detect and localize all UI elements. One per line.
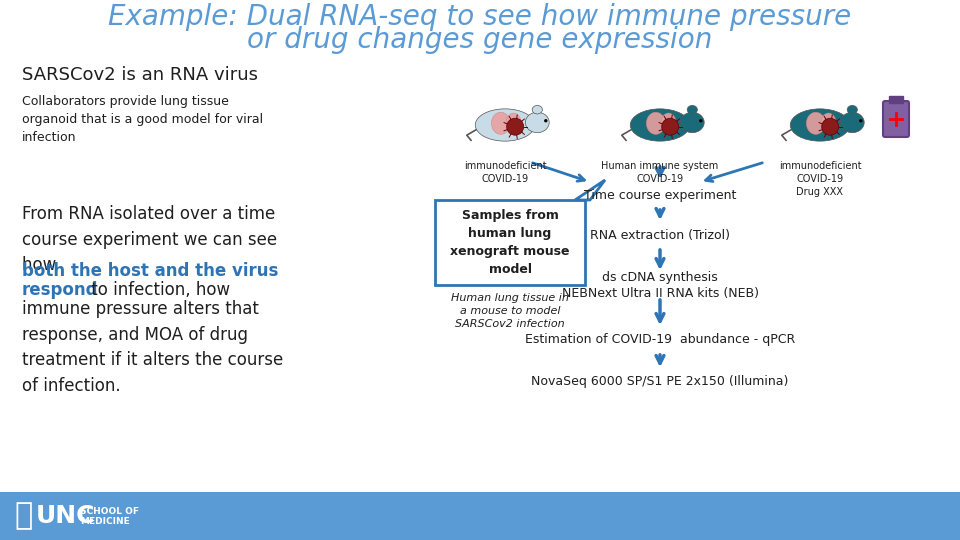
Ellipse shape <box>525 112 549 133</box>
Bar <box>0 492 960 540</box>
Circle shape <box>507 118 524 135</box>
Ellipse shape <box>660 113 676 133</box>
Ellipse shape <box>806 112 825 134</box>
Ellipse shape <box>681 112 705 133</box>
Text: ⓘ: ⓘ <box>14 502 33 530</box>
Text: Collaborators provide lung tissue
organoid that is a good model for viral
infect: Collaborators provide lung tissue organo… <box>22 95 263 144</box>
Text: both the host and the virus: both the host and the virus <box>22 262 278 280</box>
Circle shape <box>661 118 679 135</box>
Bar <box>435 200 585 285</box>
Text: Example: Dual RNA-seq to see how immune pressure: Example: Dual RNA-seq to see how immune … <box>108 3 852 31</box>
Circle shape <box>822 118 839 135</box>
Ellipse shape <box>847 105 857 114</box>
Circle shape <box>544 119 547 123</box>
Text: ds cDNA synthesis
NEBNext Ultra II RNA kits (NEB): ds cDNA synthesis NEBNext Ultra II RNA k… <box>562 271 758 300</box>
Polygon shape <box>575 180 605 200</box>
Circle shape <box>859 119 862 123</box>
Circle shape <box>699 119 703 123</box>
Text: Time course experiment: Time course experiment <box>584 188 736 201</box>
Ellipse shape <box>687 105 697 114</box>
FancyBboxPatch shape <box>883 101 909 137</box>
Text: From RNA isolated over a time
course experiment we can see
how: From RNA isolated over a time course exp… <box>22 205 277 274</box>
Ellipse shape <box>506 113 521 133</box>
Text: RNA extraction (Trizol): RNA extraction (Trizol) <box>590 228 730 241</box>
Text: SCHOOL OF: SCHOOL OF <box>80 507 139 516</box>
Ellipse shape <box>631 109 689 141</box>
Ellipse shape <box>646 112 665 134</box>
Text: Human lung tissue in
a mouse to model
SARSCov2 infection: Human lung tissue in a mouse to model SA… <box>451 293 569 329</box>
Text: to infection, how: to infection, how <box>86 281 230 299</box>
Text: Estimation of COVID-19  abundance - qPCR: Estimation of COVID-19 abundance - qPCR <box>525 334 795 347</box>
Text: NovaSeq 6000 SP/S1 PE 2x150 (Illumina): NovaSeq 6000 SP/S1 PE 2x150 (Illumina) <box>531 375 789 388</box>
Text: Samples from
human lung
xenograft mouse
model: Samples from human lung xenograft mouse … <box>450 209 569 276</box>
Text: UNC: UNC <box>36 504 95 528</box>
Ellipse shape <box>532 105 542 114</box>
Bar <box>889 96 903 103</box>
Ellipse shape <box>821 113 836 133</box>
Text: or drug changes gene expression: or drug changes gene expression <box>248 26 712 54</box>
Text: MEDICINE: MEDICINE <box>80 516 130 525</box>
Text: respond: respond <box>22 281 99 299</box>
Ellipse shape <box>492 112 510 134</box>
Text: immune pressure alters that
response, and MOA of drug
treatment if it alters the: immune pressure alters that response, an… <box>22 300 283 395</box>
Text: immunodeficient
COVID-19
Drug XXX: immunodeficient COVID-19 Drug XXX <box>779 161 861 198</box>
Ellipse shape <box>840 112 864 133</box>
Ellipse shape <box>475 109 535 141</box>
Text: SARSCov2 is an RNA virus: SARSCov2 is an RNA virus <box>22 66 258 84</box>
Text: Human immune system
COVID-19: Human immune system COVID-19 <box>601 161 719 184</box>
Text: immunodeficient
COVID-19: immunodeficient COVID-19 <box>464 161 546 184</box>
Ellipse shape <box>790 109 850 141</box>
